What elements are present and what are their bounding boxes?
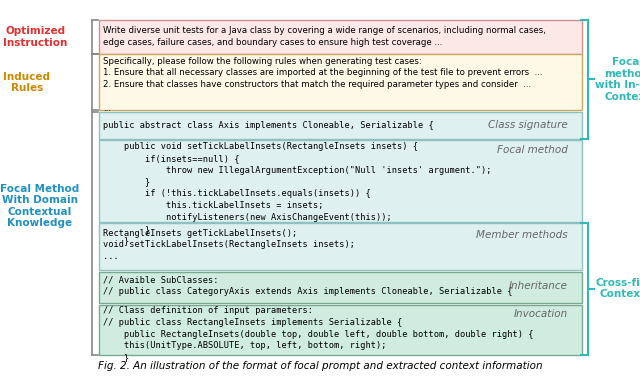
Text: RectangleInsets getTickLabelInsets();
void setTickLabelInsets(RectangleInsets in: RectangleInsets getTickLabelInsets(); vo… xyxy=(103,228,355,261)
Bar xyxy=(99,112,582,139)
Text: Specifically, please follow the following rules when generating test cases:
1. E: Specifically, please follow the followin… xyxy=(103,57,543,113)
Bar xyxy=(99,271,582,303)
Text: Induced
Rules: Induced Rules xyxy=(3,72,50,93)
Text: Focal method: Focal method xyxy=(497,145,568,155)
Text: Fig. 2. An illustration of the format of focal prompt and extracted context info: Fig. 2. An illustration of the format of… xyxy=(98,361,542,371)
Text: public void setTickLabelInsets(RectangleInsets insets) {
        if(insets==null: public void setTickLabelInsets(Rectangle… xyxy=(103,142,492,245)
Text: Invocation: Invocation xyxy=(514,308,568,319)
Text: Cross-file
Context: Cross-file Context xyxy=(595,278,640,299)
Text: Write diverse unit tests for a Java class by covering a wide range of scenarios,: Write diverse unit tests for a Java clas… xyxy=(103,26,546,47)
Text: Focal
method
with In-file
Context: Focal method with In-file Context xyxy=(595,57,640,102)
Bar xyxy=(99,305,582,355)
Text: public abstract class Axis implements Cloneable, Serializable {: public abstract class Axis implements Cl… xyxy=(103,121,434,130)
Bar xyxy=(99,20,582,54)
Text: Member methods: Member methods xyxy=(476,230,568,240)
Bar xyxy=(99,140,582,222)
Bar xyxy=(99,223,582,270)
Text: Optimized
Instruction: Optimized Instruction xyxy=(3,26,68,48)
Text: // Avaible SubClasses:
// public class CategoryAxis extends Axis implements Clon: // Avaible SubClasses: // public class C… xyxy=(103,275,513,296)
Text: Class signature: Class signature xyxy=(488,120,568,130)
Text: Inheritance: Inheritance xyxy=(509,281,568,291)
Text: // Class definition of input parameters:
// public class RectangleInsets impleme: // Class definition of input parameters:… xyxy=(103,306,623,377)
Text: Focal Method
With Domain
Contextual
Knowledge: Focal Method With Domain Contextual Know… xyxy=(0,184,79,228)
Bar xyxy=(99,54,582,110)
